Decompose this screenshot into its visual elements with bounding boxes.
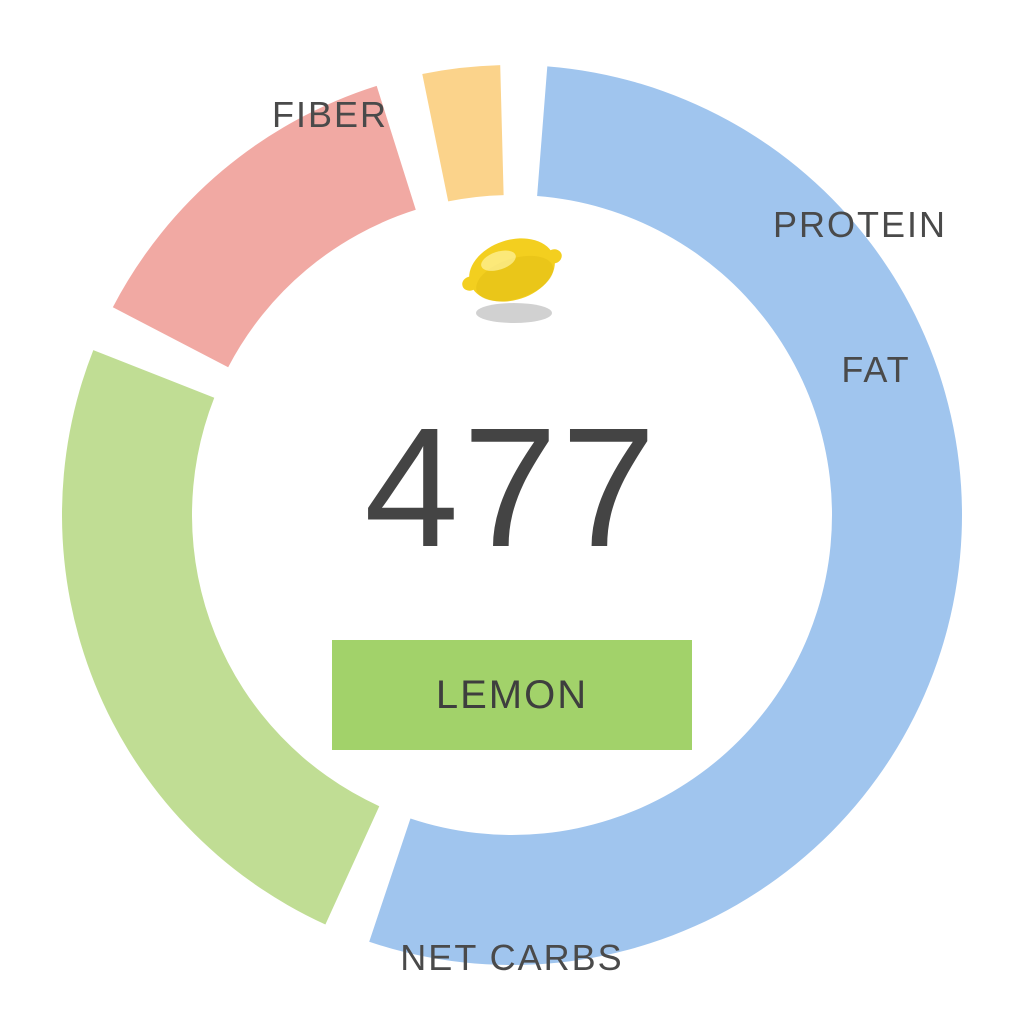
segment-label-net-carbs: NET CARBS (400, 937, 623, 979)
donut-segment-fat (422, 65, 503, 201)
lemon-icon (452, 215, 572, 325)
nutrition-score-number: 477 (364, 390, 660, 586)
segment-label-text: PROTEIN (773, 204, 947, 245)
segment-label-text: NET CARBS (400, 937, 623, 978)
segment-label-fiber: FIBER (272, 94, 388, 136)
segment-label-text: FAT (841, 349, 910, 390)
donut-segment-fiber (62, 350, 379, 924)
lemon-svg (452, 215, 572, 325)
segment-label-fat: FAT (841, 349, 910, 391)
chart-stage: 477 LEMON FIBER PROTEIN FAT NET CARBS (0, 0, 1024, 1024)
food-name-badge: LEMON (332, 640, 692, 750)
segment-label-protein: PROTEIN (773, 204, 947, 246)
food-name-label: LEMON (436, 673, 588, 718)
segment-label-text: FIBER (272, 94, 388, 135)
